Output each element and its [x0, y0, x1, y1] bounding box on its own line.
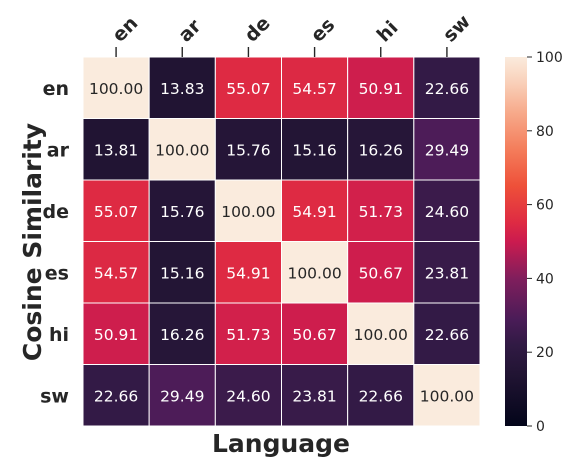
cell-value-label: 24.60 — [226, 387, 270, 405]
heatmap-cell-en-es — [281, 56, 349, 119]
colorbar-tick-label: 80 — [536, 124, 554, 140]
cell-value-label: 100.00 — [155, 141, 209, 159]
cell-value-label: 22.66 — [94, 387, 138, 405]
heatmap-cell-sw-en — [82, 364, 150, 427]
x-axis-ticks: en ar de es hi sw — [108, 11, 475, 57]
cell-value-label: 29.49 — [160, 387, 204, 405]
x-tick-label-de: de — [240, 12, 274, 46]
x-tick-label-hi: hi — [373, 17, 403, 47]
cell-value-label: 23.81 — [425, 264, 469, 282]
y-axis-ticks: en ar de es hi sw — [40, 78, 69, 408]
heatmap-cell-de-ar — [148, 179, 216, 242]
cell-value-label: 15.16 — [292, 141, 336, 159]
x-tick-label-es: es — [307, 14, 340, 47]
x-tick-label-ar: ar — [174, 15, 206, 47]
cell-value-label: 22.66 — [359, 387, 403, 405]
heatmap-cell-sw-hi — [347, 364, 415, 427]
heatmap-cell-ar-sw — [413, 118, 481, 181]
cell-value-label: 23.81 — [292, 387, 336, 405]
cell-value-label: 15.76 — [160, 203, 204, 221]
cell-value-label: 55.07 — [94, 203, 138, 221]
cell-value-label: 55.07 — [226, 80, 270, 98]
heatmap-cell-es-sw — [413, 241, 481, 304]
heatmap-cell-de-hi — [347, 179, 415, 242]
heatmap-cell-es-hi — [347, 241, 415, 304]
cell-value-label: 54.91 — [226, 264, 270, 282]
heatmap-cell-hi-sw — [413, 302, 481, 365]
cell-value-label: 16.26 — [359, 141, 403, 159]
cell-value-label: 54.57 — [292, 80, 336, 98]
heatmap-cell-en-sw — [413, 56, 481, 119]
colorbar-tick-label: 40 — [536, 271, 554, 287]
heatmap-cell-es-ar — [148, 241, 216, 304]
heatmap-cell-hi-es — [281, 302, 349, 365]
heatmap-cell-en-en — [82, 56, 150, 119]
colorbar-tick-label: 20 — [536, 345, 554, 361]
heatmap-cell-hi-de — [214, 302, 282, 365]
cell-value-label: 100.00 — [89, 80, 143, 98]
cell-value-label: 13.81 — [94, 141, 138, 159]
heatmap-cell-es-es — [281, 241, 349, 304]
colorbar-tick-label: 0 — [536, 419, 545, 435]
heatmap-cell-ar-ar — [148, 118, 216, 181]
heatmap-cell-sw-es — [281, 364, 349, 427]
y-tick-label-sw: sw — [40, 385, 69, 407]
y-tick-label-de: de — [43, 201, 70, 223]
cell-value-label: 50.67 — [292, 326, 336, 344]
x-tick-label-en: en — [108, 12, 142, 46]
heatmap-cell-sw-sw — [413, 364, 481, 427]
cell-value-label: 100.00 — [287, 264, 341, 282]
x-tick-label-sw: sw — [439, 11, 475, 47]
heatmap-cell-ar-es — [281, 118, 349, 181]
heatmap-cell-de-sw — [413, 179, 481, 242]
colorbar: 0 20 40 60 80 100 — [505, 50, 563, 435]
heatmap-cell-es-de — [214, 241, 282, 304]
cell-value-label: 50.91 — [359, 80, 403, 98]
cell-value-label: 54.57 — [94, 264, 138, 282]
y-tick-label-en: en — [43, 78, 69, 100]
y-tick-label-ar: ar — [47, 139, 70, 161]
y-axis-title: Cosine Similarity — [18, 123, 47, 361]
cell-value-label: 100.00 — [354, 326, 408, 344]
colorbar-ticks: 0 20 40 60 80 100 — [527, 50, 563, 435]
colorbar-gradient — [505, 57, 527, 426]
heatmap-cell-hi-en — [82, 302, 150, 365]
cell-value-label: 51.73 — [226, 326, 270, 344]
cell-value-label: 24.60 — [425, 203, 469, 221]
y-tick-label-es: es — [45, 262, 69, 284]
heatmap-cell-en-ar — [148, 56, 216, 119]
cell-value-label: 50.67 — [359, 264, 403, 282]
cell-value-label: 16.26 — [160, 326, 204, 344]
cell-value-label: 13.83 — [160, 80, 204, 98]
cell-value-label: 15.76 — [226, 141, 270, 159]
cell-value-label: 54.91 — [292, 203, 336, 221]
heatmap-cell-hi-hi — [347, 302, 415, 365]
cell-value-label: 22.66 — [425, 80, 469, 98]
heatmap-cells: 100.00 13.83 55.07 54.57 50.91 22.66 13.81 100.… — [82, 56, 481, 427]
y-tick-label-hi: hi — [49, 324, 69, 346]
heatmap-cell-es-en — [82, 241, 150, 304]
cell-value-label: 50.91 — [94, 326, 138, 344]
x-axis-title: Language — [212, 429, 350, 458]
cell-value-label: 15.16 — [160, 264, 204, 282]
cell-value-label: 51.73 — [359, 203, 403, 221]
heatmap-cell-de-es — [281, 179, 349, 242]
cell-value-label: 100.00 — [221, 203, 275, 221]
cell-value-label: 29.49 — [425, 141, 469, 159]
colorbar-tick-label: 100 — [536, 50, 563, 66]
colorbar-tick-label: 60 — [536, 198, 554, 214]
cell-value-label: 100.00 — [420, 387, 474, 405]
cell-value-label: 22.66 — [425, 326, 469, 344]
